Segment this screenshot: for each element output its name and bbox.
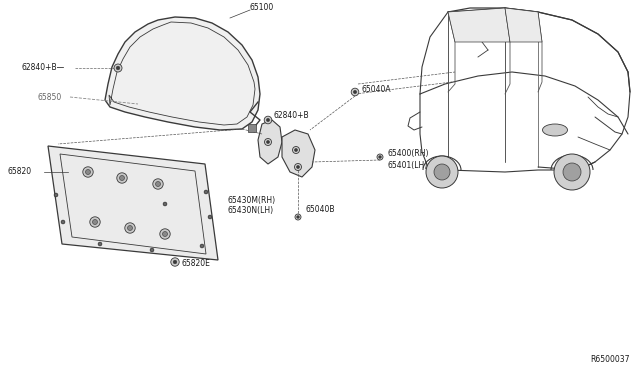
Polygon shape (48, 146, 218, 260)
Text: 65430N(LH): 65430N(LH) (228, 205, 274, 215)
Polygon shape (258, 120, 282, 164)
Circle shape (160, 229, 170, 239)
Text: 65100: 65100 (250, 3, 275, 13)
Circle shape (114, 64, 122, 72)
Text: R6500037: R6500037 (591, 355, 630, 364)
Circle shape (264, 116, 272, 124)
Text: 62840+B: 62840+B (274, 112, 310, 121)
Circle shape (266, 118, 269, 122)
Text: 65430M(RH): 65430M(RH) (228, 196, 276, 205)
Circle shape (163, 231, 168, 237)
Ellipse shape (543, 124, 568, 136)
Circle shape (295, 214, 301, 220)
Circle shape (153, 179, 163, 189)
Circle shape (266, 141, 269, 144)
Circle shape (296, 166, 300, 169)
Text: 65820: 65820 (8, 167, 32, 176)
Circle shape (200, 244, 204, 248)
Text: 65850: 65850 (38, 93, 62, 102)
Circle shape (173, 260, 177, 264)
Circle shape (125, 223, 135, 233)
Circle shape (54, 193, 58, 197)
Bar (248, 124, 256, 132)
Circle shape (563, 163, 581, 181)
Circle shape (90, 217, 100, 227)
Text: 65040B: 65040B (305, 205, 335, 215)
Circle shape (294, 164, 301, 170)
Circle shape (426, 156, 458, 188)
Circle shape (163, 202, 167, 206)
Circle shape (61, 220, 65, 224)
Text: 65040A: 65040A (362, 86, 392, 94)
Text: 62840+B—: 62840+B— (22, 64, 65, 73)
Circle shape (297, 216, 300, 218)
Text: 65400(RH): 65400(RH) (388, 150, 429, 158)
Text: 65401(LH): 65401(LH) (388, 160, 428, 170)
Circle shape (150, 248, 154, 252)
Circle shape (116, 173, 127, 183)
Polygon shape (105, 17, 260, 130)
Circle shape (377, 154, 383, 160)
Circle shape (351, 88, 359, 96)
Circle shape (292, 147, 300, 154)
Circle shape (379, 156, 381, 158)
Circle shape (156, 182, 161, 186)
Polygon shape (282, 130, 315, 177)
Circle shape (204, 190, 208, 194)
Circle shape (127, 225, 132, 231)
Circle shape (98, 242, 102, 246)
Circle shape (264, 138, 271, 145)
Circle shape (171, 258, 179, 266)
Circle shape (294, 148, 298, 151)
Polygon shape (448, 8, 510, 42)
Circle shape (434, 164, 450, 180)
Circle shape (120, 176, 125, 180)
Circle shape (93, 219, 97, 224)
Circle shape (208, 215, 212, 219)
Text: 65820E: 65820E (182, 260, 211, 269)
Circle shape (86, 170, 90, 174)
Polygon shape (505, 8, 542, 42)
Circle shape (554, 154, 590, 190)
Circle shape (116, 66, 120, 70)
Circle shape (83, 167, 93, 177)
Circle shape (353, 90, 356, 94)
